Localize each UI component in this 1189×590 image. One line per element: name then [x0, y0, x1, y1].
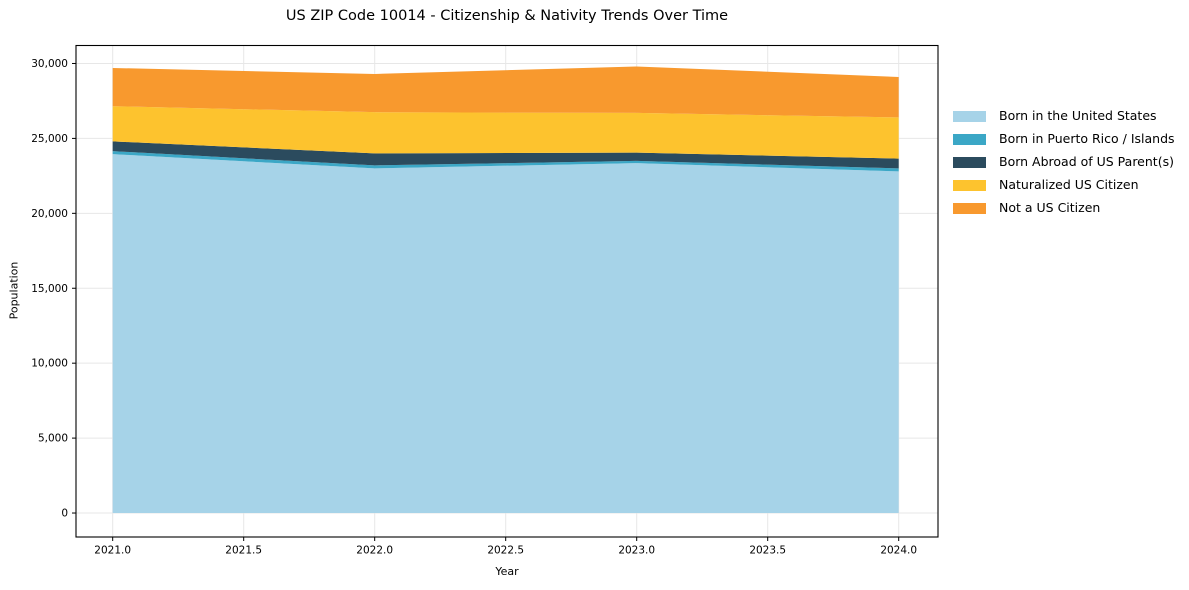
area-born-in-the-united-states [112, 154, 899, 514]
area-born-in-puerto-rico-islands [112, 151, 899, 172]
x-tick-label: 2021.0 [94, 545, 131, 557]
x-tick-label: 2022.0 [356, 545, 393, 557]
legend-swatch [953, 157, 986, 168]
area-born-abroad-of-us-parent-s [112, 141, 899, 169]
legend-label: Born in Puerto Rico / Islands [999, 131, 1175, 147]
legend-item: Born in the United States [953, 105, 1175, 128]
legend-swatch [953, 111, 986, 122]
x-axis-label: Year [495, 565, 519, 578]
x-tick-label: 2023.5 [749, 545, 786, 557]
area-naturalized-us-citizen [112, 106, 899, 159]
x-tick-label: 2021.5 [225, 545, 262, 557]
legend-label: Naturalized US Citizen [999, 177, 1139, 193]
y-tick-label: 20,000 [31, 208, 68, 220]
legend-item: Born in Puerto Rico / Islands [953, 128, 1175, 151]
y-tick-label: 25,000 [31, 133, 68, 145]
legend-label: Born in the United States [999, 108, 1157, 124]
y-tick-label: 0 [61, 508, 68, 520]
x-tick-label: 2024.0 [880, 545, 917, 557]
y-tick-label: 15,000 [31, 283, 68, 295]
axes-spines [75, 44, 939, 538]
legend: Born in the United States Born in Puerto … [953, 105, 1175, 220]
y-tick-label: 10,000 [31, 358, 68, 370]
legend-swatch [953, 134, 986, 145]
legend-item: Naturalized US Citizen [953, 174, 1175, 197]
legend-swatch [953, 203, 986, 214]
legend-label: Born Abroad of US Parent(s) [999, 154, 1174, 170]
x-tick-label: 2023.0 [618, 545, 655, 557]
legend-item: Not a US Citizen [953, 197, 1175, 220]
legend-swatch [953, 180, 986, 191]
chart-title: US ZIP Code 10014 - Citizenship & Nativi… [285, 8, 729, 24]
legend-label: Not a US Citizen [999, 200, 1101, 216]
y-tick-label: 30,000 [31, 58, 68, 70]
area-not-a-us-citizen [112, 66, 899, 118]
legend-item: Born Abroad of US Parent(s) [953, 151, 1175, 174]
y-tick-label: 5,000 [38, 433, 68, 445]
x-tick-label: 2022.5 [487, 545, 524, 557]
